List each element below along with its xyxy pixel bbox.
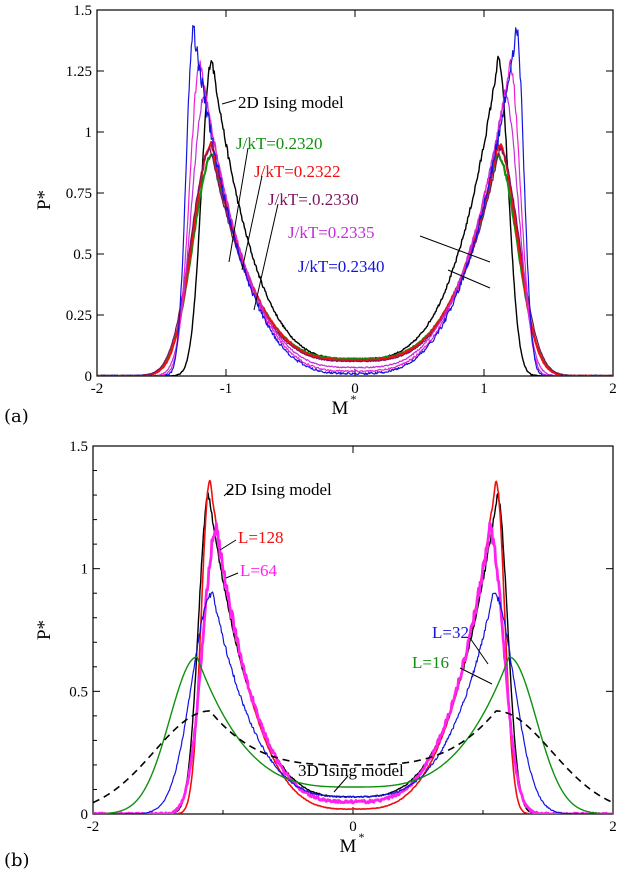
annotations-a: 2D Ising model J/kT=0.2320 J/kT=0.2322 J… [236,93,385,276]
series-line-a-5 [97,58,613,376]
annotation-jkt-2335: J/kT=0.2335 [288,223,375,242]
x-tick-label-a: 1 [480,381,488,397]
y-tick-label-b: 1 [81,562,89,578]
axis-ticks-a: -2 -1 0 1 2 0 0.25 0.5 0.75 1 1.25 1.5 [66,3,617,397]
x-tick-label-b: -2 [87,819,100,835]
y-tick-label-a: 1.5 [73,3,92,19]
annotation-jkt-2330: J/kT=.0.2330 [268,190,359,209]
x-tick-label-a: -1 [220,381,233,397]
annotation-jkt-2320: J/kT=0.2320 [236,134,323,153]
x-axis-label-a: M * [332,392,357,419]
x-tick-label-b: 2 [609,819,617,835]
leader-l128 [219,539,237,551]
series-line-b-2 [93,521,613,814]
leader-2340 [447,269,491,289]
x-axis-label-b-main: M [340,836,357,857]
series-line-a-6 [97,24,613,376]
y-tick-label-b: 0.5 [69,684,88,700]
y-tick-label-a: 1.25 [66,64,92,80]
x-tick-label-a: -2 [91,381,104,397]
series-line-b-4 [93,656,613,814]
leader-2320 [228,147,249,263]
leader-2330 [253,203,279,311]
leader-2322 [241,175,263,271]
y-tick-label-a: 0 [85,369,93,385]
annotation-2d-ising-b: 2D Ising model [226,480,332,499]
y-tick-label-b: 1.5 [69,439,88,455]
series-line-a-0 [97,55,613,376]
y-tick-label-a: 0.75 [66,186,92,202]
x-tick-label-a: 2 [609,381,617,397]
x-tick-label-a: 0 [351,381,359,397]
x-axis-label-b: M * [340,830,365,857]
series-line-b-3 [93,591,613,814]
plot-frame-b [92,445,614,815]
x-axis-label-b-sup: * [358,830,364,844]
leader-l64 [225,572,239,579]
series-group-b [93,479,613,814]
y-axis-label-b: P* [34,620,55,640]
leader-l16 [459,667,493,685]
leader-2d-ising [221,99,237,105]
leader-l32 [469,637,489,665]
annotation-jkt-2322: J/kT=0.2322 [254,162,341,181]
annotation-l64: L=64 [240,561,277,580]
annotation-leaders-a [221,99,491,311]
x-axis-label-a-main: M [332,398,349,419]
annotation-3d-ising: 3D Ising model [298,761,404,780]
annotation-leaders-b [219,487,493,793]
leader-3d-ising [333,775,349,793]
annotation-2d-ising: 2D Ising model [238,93,344,112]
series-group-a [97,24,613,376]
annotation-l16: L=16 [412,653,449,672]
chart-panel-a: -2 -1 0 1 2 0 0.25 0.5 0.75 1 1.25 1.5 2D Ising mod… [4,3,617,427]
x-tick-label-b: 0 [349,819,357,835]
leader-2d-ising-b [223,487,233,497]
annotations-b: 2D Ising model L=128 L=64 L=32 L=16 3D I… [226,480,469,780]
series-line-b-5 [93,710,613,804]
series-line-b-1 [93,479,613,814]
chart-panel-b: -2 0 200.511.5 2D Ising model L=128 L=64 L… [4,439,617,871]
annotation-jkt-2340: J/kT=0.2340 [298,257,385,276]
series-line-a-4 [97,90,613,376]
x-axis-label-a-sup: * [350,392,356,406]
y-tick-label-a: 1 [85,125,93,141]
annotation-l128: L=128 [238,528,283,547]
panel-label-b: (b) [4,850,30,871]
leader-2335 [419,235,491,263]
y-axis-label-a: P* [34,190,55,210]
panel-label-a: (a) [4,406,29,427]
annotation-l32: L=32 [432,623,469,642]
y-tick-label-b: 0 [81,807,89,823]
y-tick-label-a: 0.5 [73,247,92,263]
y-tick-label-a: 0.25 [66,308,92,324]
